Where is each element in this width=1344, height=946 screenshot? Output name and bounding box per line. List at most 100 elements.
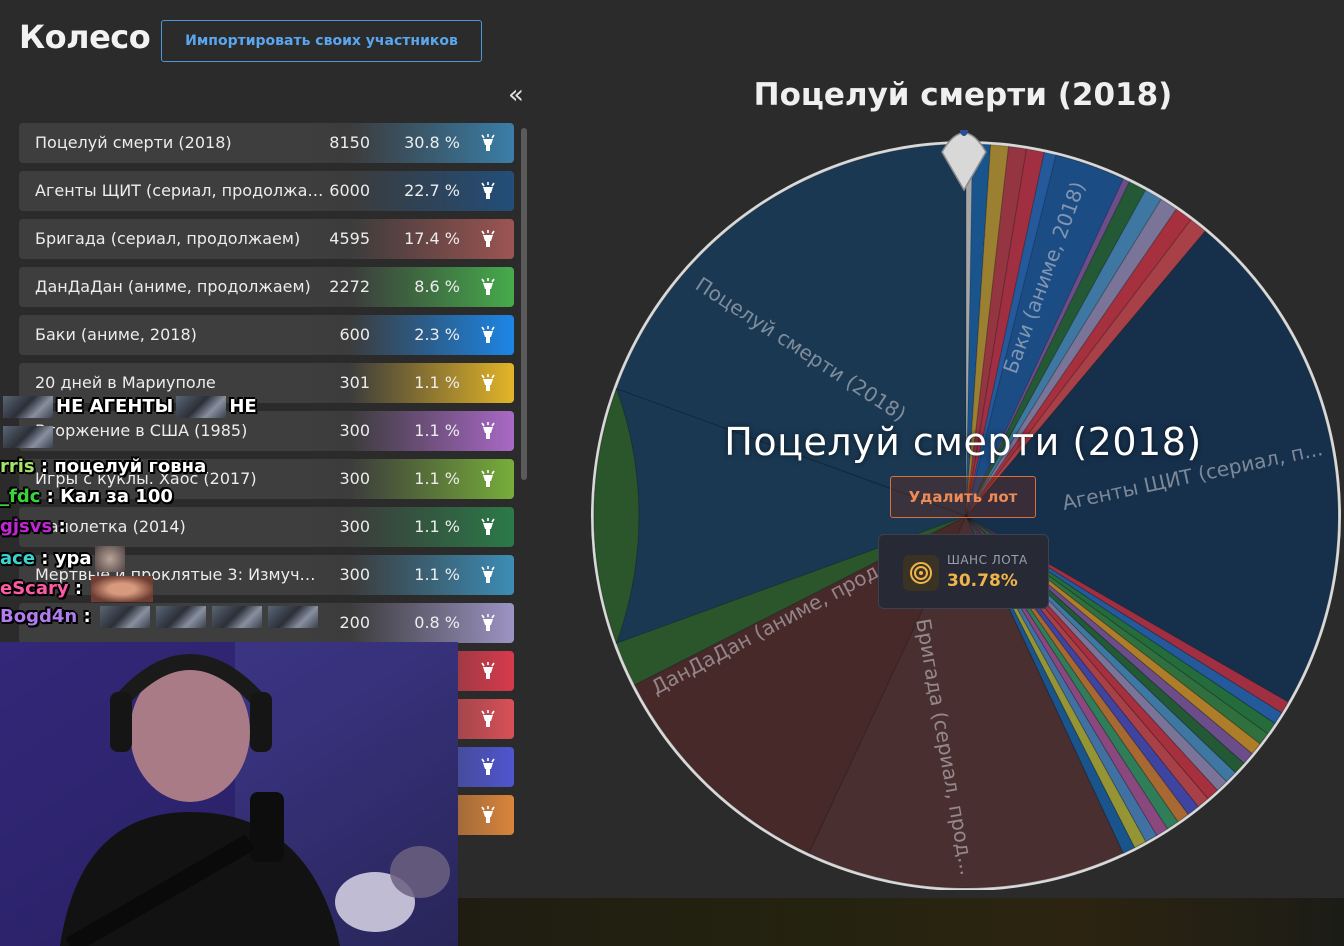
- lot-row[interactable]: Игры с куклы. Хаос (2017) 300 1.1 %: [19, 459, 514, 499]
- stream-chat-overlay: НЕ АГЕНТЫ НЕ rris : поцелуй говна _fdc : Ка…: [0, 396, 318, 646]
- wheel-segment: [808, 514, 1124, 889]
- lot-amount: 300: [339, 517, 370, 536]
- chat-separator: :: [35, 548, 55, 569]
- collapse-sidebar-icon[interactable]: «: [508, 80, 524, 110]
- lot-percent: 1.1 %: [414, 421, 460, 440]
- page-title: Колесо: [19, 18, 151, 56]
- lot-row[interactable]: Поцелуй смерти (2018) 8150 30.8 %: [19, 123, 514, 163]
- chat-username: ace: [0, 548, 36, 569]
- chat-separator: :: [68, 578, 89, 599]
- chat-message: [0, 426, 56, 448]
- chat-message: _fdc : Кал за 100: [0, 486, 173, 507]
- lots-scrollbar[interactable]: [521, 128, 527, 480]
- lot-highlight-icon[interactable]: [478, 517, 498, 537]
- lot-amount: 8150: [329, 133, 370, 152]
- wheel-segment: [965, 148, 1045, 517]
- lot-percent: 1.1 %: [414, 565, 460, 584]
- chat-emote: [99, 606, 150, 628]
- wheel-segment: [965, 181, 1147, 517]
- chat-emote: [155, 606, 206, 628]
- chance-caption: ШАНС ЛОТА: [947, 553, 1028, 567]
- wheel-segment: [965, 144, 1010, 517]
- chat-username: Bogd4n: [0, 606, 78, 627]
- lot-name: Поцелуй смерти (2018): [35, 133, 232, 152]
- lot-highlight-icon[interactable]: [478, 469, 498, 489]
- delete-lot-button[interactable]: Удалить лот: [890, 476, 1036, 518]
- chat-emote: [267, 606, 318, 628]
- lot-amount: 600: [339, 325, 370, 344]
- lot-name: Баки (аниме, 2018): [35, 325, 197, 344]
- lot-highlight-icon[interactable]: [478, 661, 498, 681]
- wheel-shade: [594, 144, 1338, 888]
- lot-chance-card: ШАНС ЛОТА 30.78%: [878, 534, 1049, 609]
- lot-row[interactable]: Баки (аниме, 2018) 600 2.3 %: [19, 315, 514, 355]
- lot-percent: 1.1 %: [414, 373, 460, 392]
- lot-highlight-icon[interactable]: [478, 565, 498, 585]
- lot-percent: 30.8 %: [404, 133, 460, 152]
- lot-name: Бригада (сериал, продолжаем): [35, 229, 301, 248]
- chance-value: 30.78%: [947, 571, 1018, 591]
- lot-highlight-icon[interactable]: [478, 325, 498, 345]
- lot-percent: 22.7 %: [404, 181, 460, 200]
- wheel-segment: [965, 208, 1192, 517]
- lot-highlight-icon[interactable]: [478, 757, 498, 777]
- chat-emote: [91, 576, 154, 602]
- lot-row[interactable]: Вторжение в США (1985) 300 1.1 %: [19, 411, 514, 451]
- chat-emote: [3, 396, 53, 418]
- wheel-pointer-dot: [960, 130, 968, 136]
- lot-amount: 4595: [329, 229, 370, 248]
- lot-amount: 2272: [329, 277, 370, 296]
- lot-highlight-icon[interactable]: [478, 805, 498, 825]
- lot-row[interactable]: ДанДаДан (аниме, продолжаем) 2272 8.6 %: [19, 267, 514, 307]
- lot-highlight-icon[interactable]: [478, 229, 498, 249]
- lot-highlight-icon[interactable]: [478, 277, 498, 297]
- chat-emote: [211, 606, 262, 628]
- chat-emote: [176, 396, 227, 418]
- lot-highlight-icon[interactable]: [478, 709, 498, 729]
- wheel-segment: [965, 189, 1162, 517]
- lot-highlight-icon[interactable]: [478, 421, 498, 441]
- wheel-segment: [965, 219, 1206, 517]
- chat-message: НЕ АГЕНТЫ НЕ: [0, 396, 257, 418]
- lot-percent: 17.4 %: [404, 229, 460, 248]
- wheel-segment: [965, 154, 1124, 517]
- chat-text: ура: [54, 548, 92, 569]
- lot-amount: 300: [339, 469, 370, 488]
- chat-emote: [3, 426, 53, 448]
- chat-username: eScary: [0, 578, 69, 599]
- winner-title: Поцелуй смерти (2018): [753, 77, 1173, 113]
- lot-percent: 8.6 %: [414, 277, 460, 296]
- lot-row[interactable]: Бригада (сериал, продолжаем) 4595 17.4 %: [19, 219, 514, 259]
- lot-amount: 301: [339, 373, 370, 392]
- chat-username: rris: [0, 456, 35, 477]
- chat-text: Кал за 100: [60, 486, 173, 507]
- target-icon: [903, 555, 939, 591]
- lot-highlight-icon[interactable]: [478, 373, 498, 393]
- webcam-overlay: [0, 642, 458, 946]
- chat-text: НЕ: [229, 396, 257, 417]
- import-participants-button[interactable]: Импортировать своих участников: [161, 20, 482, 62]
- chat-separator: :: [77, 606, 97, 627]
- lot-name: ДанДаДан (аниме, продолжаем): [35, 277, 311, 296]
- lot-amount: 300: [339, 565, 370, 584]
- lot-highlight-icon[interactable]: [478, 181, 498, 201]
- chat-username: gjsvs: [0, 516, 53, 537]
- chat-message: Bogd4n :: [0, 606, 321, 628]
- chat-message: gjsvs :: [0, 516, 66, 537]
- chat-separator: :: [52, 516, 66, 537]
- lot-row[interactable]: Малолетка (2014) 300 1.1 %: [19, 507, 514, 547]
- lot-percent: 0.8 %: [414, 613, 460, 632]
- chat-username: _fdc: [0, 486, 41, 507]
- chat-message: eScary :: [0, 576, 156, 602]
- chat-emote: [94, 546, 125, 572]
- lot-highlight-icon[interactable]: [478, 133, 498, 153]
- bottom-strip: [458, 898, 1344, 946]
- chat-message: rris : поцелуй говна: [0, 456, 206, 477]
- chat-separator: :: [34, 456, 55, 477]
- lot-highlight-icon[interactable]: [478, 613, 498, 633]
- chat-text: поцелуй говна: [54, 456, 207, 477]
- lot-row[interactable]: 20 дней в Мариуполе 301 1.1 %: [19, 363, 514, 403]
- lot-row[interactable]: Агенты ЩИТ (сериал, продолжаем) 6000 22.7 …: [19, 171, 514, 211]
- wheel-segment: [965, 198, 1178, 517]
- wheel-segment: [615, 387, 968, 645]
